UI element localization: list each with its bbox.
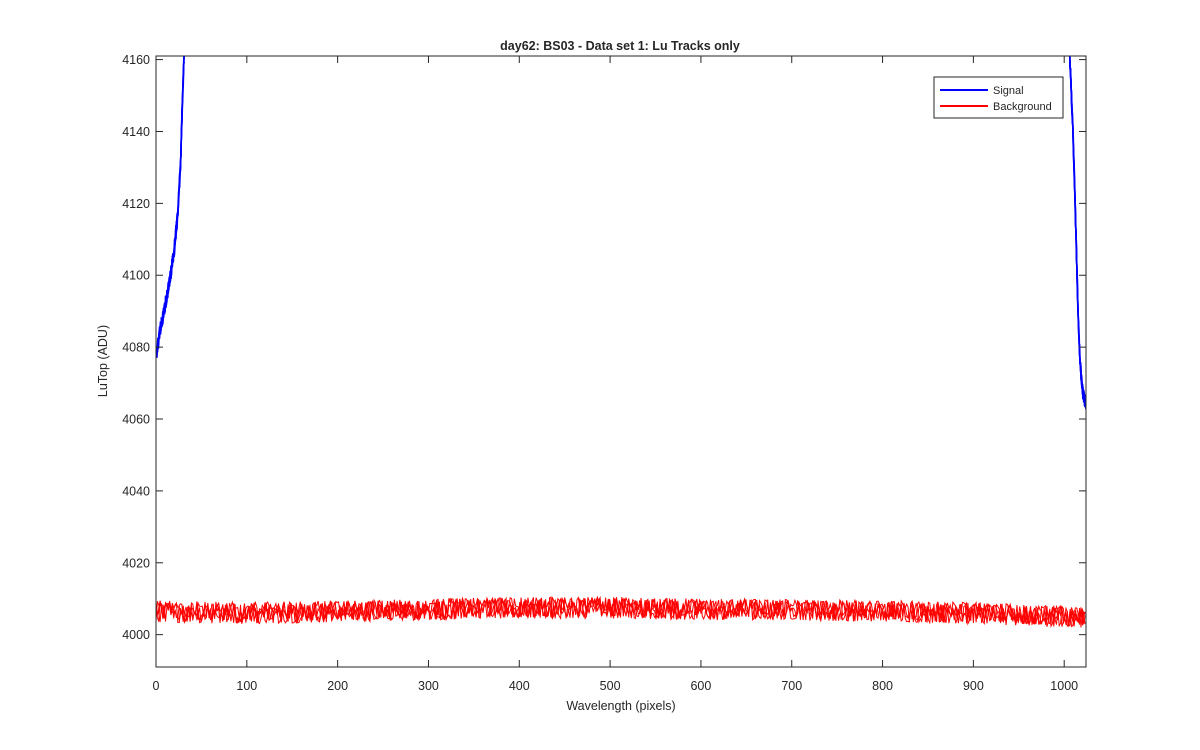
legend: Signal Background: [933, 76, 1064, 119]
background-series-lines: [156, 595, 1086, 628]
x-axis-ticks: 0 100 200 300 400 500 600 700 800 900 1000: [153, 56, 1078, 693]
y-axis-ticks: 4000 4020 4040 4060 4080 4100 4120 4140 4160: [122, 53, 1086, 642]
y-tick-label: 4060: [122, 413, 150, 427]
x-tick-label: 400: [509, 679, 530, 693]
y-tick-label: 4160: [122, 53, 150, 67]
x-axis-label: Wavelength (pixels): [566, 699, 675, 713]
plot-frame: [155, 55, 1087, 668]
background-trace: [156, 595, 1086, 627]
x-tick-label: 1000: [1050, 679, 1078, 693]
y-axis-label: LuTop (ADU): [96, 325, 110, 397]
y-tick-label: 4040: [122, 484, 150, 498]
chart-title: day62: BS03 - Data set 1: Lu Tracks only: [500, 39, 740, 53]
y-tick-label: 4120: [122, 197, 150, 211]
y-tick-label: 4080: [122, 341, 150, 355]
signal-trace: [1068, 60, 1086, 409]
x-tick-label: 300: [418, 679, 439, 693]
x-tick-label: 800: [872, 679, 893, 693]
plot-area: [156, 56, 1086, 667]
y-tick-label: 4100: [122, 269, 150, 283]
x-tick-label: 900: [963, 679, 984, 693]
x-tick-label: 200: [327, 679, 348, 693]
legend-box: [933, 76, 1064, 119]
signal-trace: [156, 56, 185, 353]
legend-label-signal: Signal: [993, 85, 1024, 97]
x-tick-label: 500: [600, 679, 621, 693]
x-tick-label: 100: [236, 679, 257, 693]
legend-label-background: Background: [993, 101, 1052, 113]
x-tick-label: 0: [153, 679, 160, 693]
y-tick-label: 4140: [122, 125, 150, 139]
x-tick-label: 600: [690, 679, 711, 693]
y-tick-label: 4020: [122, 556, 150, 570]
y-tick-label: 4000: [122, 628, 150, 642]
x-tick-label: 700: [781, 679, 802, 693]
signal-series-lines: [156, 56, 1086, 410]
